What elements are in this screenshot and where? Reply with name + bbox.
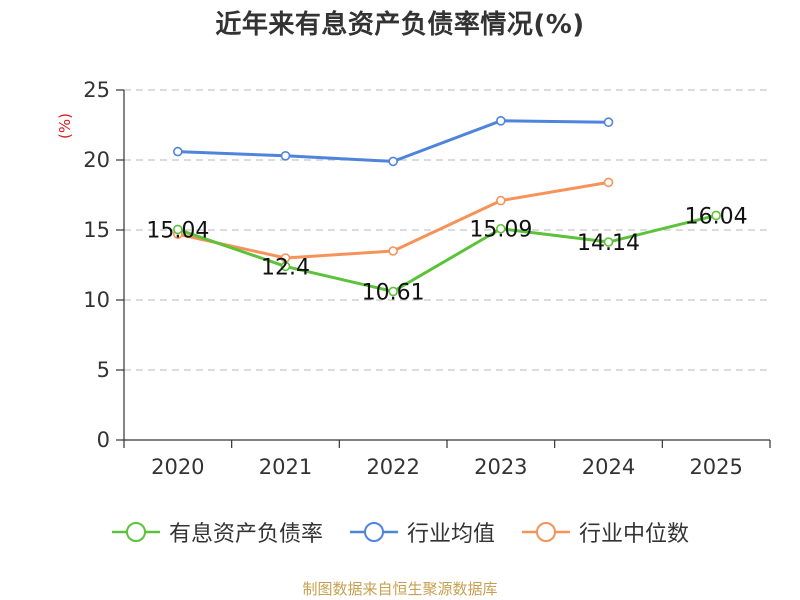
data-point (388, 156, 398, 167)
data-label: 15.09 (469, 218, 532, 243)
data-point (280, 261, 291, 272)
data-point (603, 117, 614, 127)
legend-label: 行业中位数 (579, 522, 690, 547)
legend-swatch-marker (125, 522, 146, 542)
data-point (603, 177, 614, 188)
data-point (388, 286, 398, 297)
legend-item[interactable]: 有息资产负债率 (111, 516, 323, 548)
y-tick-label: 15 (83, 218, 110, 242)
x-tick-label: 2020 (151, 455, 204, 479)
x-tick-label: 2023 (474, 455, 527, 479)
data-point (173, 224, 183, 235)
data-point (496, 116, 506, 126)
x-tick-label: 2021 (259, 455, 312, 479)
series-line (176, 119, 610, 163)
chart-legend: 有息资产负债率 行业均值 行业中位数 (0, 516, 800, 548)
legend-label: 行业均值 (406, 522, 495, 547)
series-layer (173, 116, 721, 297)
data-point (388, 246, 398, 256)
legend-label: 有息资产负债率 (168, 522, 323, 547)
data-label-layer: 15.04 12.4 10.61 15.09 14.14 16.04 (146, 204, 747, 305)
y-tick-label: 0 (97, 428, 110, 452)
x-tick-label: 2025 (689, 455, 742, 479)
legend-swatch-marker (363, 522, 384, 542)
data-point (711, 210, 721, 221)
legend-item[interactable]: 行业中位数 (521, 516, 689, 548)
legend-swatch-marker (536, 522, 556, 542)
data-label: 16.04 (685, 204, 748, 229)
data-point (603, 237, 614, 247)
y-axis-label: (%) (56, 113, 74, 139)
chart-title: 近年来有息资产负债率情况(%) (215, 10, 585, 40)
data-label: 12.4 (261, 255, 310, 280)
source-note: 制图数据来自恒生聚源数据库 (302, 580, 498, 598)
data-label: 14.14 (577, 231, 640, 256)
data-point (280, 151, 291, 161)
data-label: 15.04 (146, 218, 209, 243)
data-point (173, 146, 183, 157)
y-tick-label: 20 (83, 148, 110, 172)
legend-swatch-icon (111, 522, 160, 542)
y-tick-label: 5 (97, 358, 110, 382)
legend-swatch-icon (349, 522, 398, 542)
series-line (176, 213, 718, 293)
data-point (496, 195, 506, 206)
legend-item[interactable]: 行业均值 (349, 516, 495, 548)
grid-layer (124, 89, 770, 371)
y-tick-label: 25 (83, 78, 110, 102)
x-tick-label: 2022 (366, 455, 419, 479)
legend-swatch-icon (522, 522, 570, 542)
data-label: 10.61 (362, 280, 425, 305)
y-tick-label: 10 (83, 288, 110, 312)
data-point (496, 223, 506, 234)
x-tick-label: 2024 (582, 455, 635, 479)
